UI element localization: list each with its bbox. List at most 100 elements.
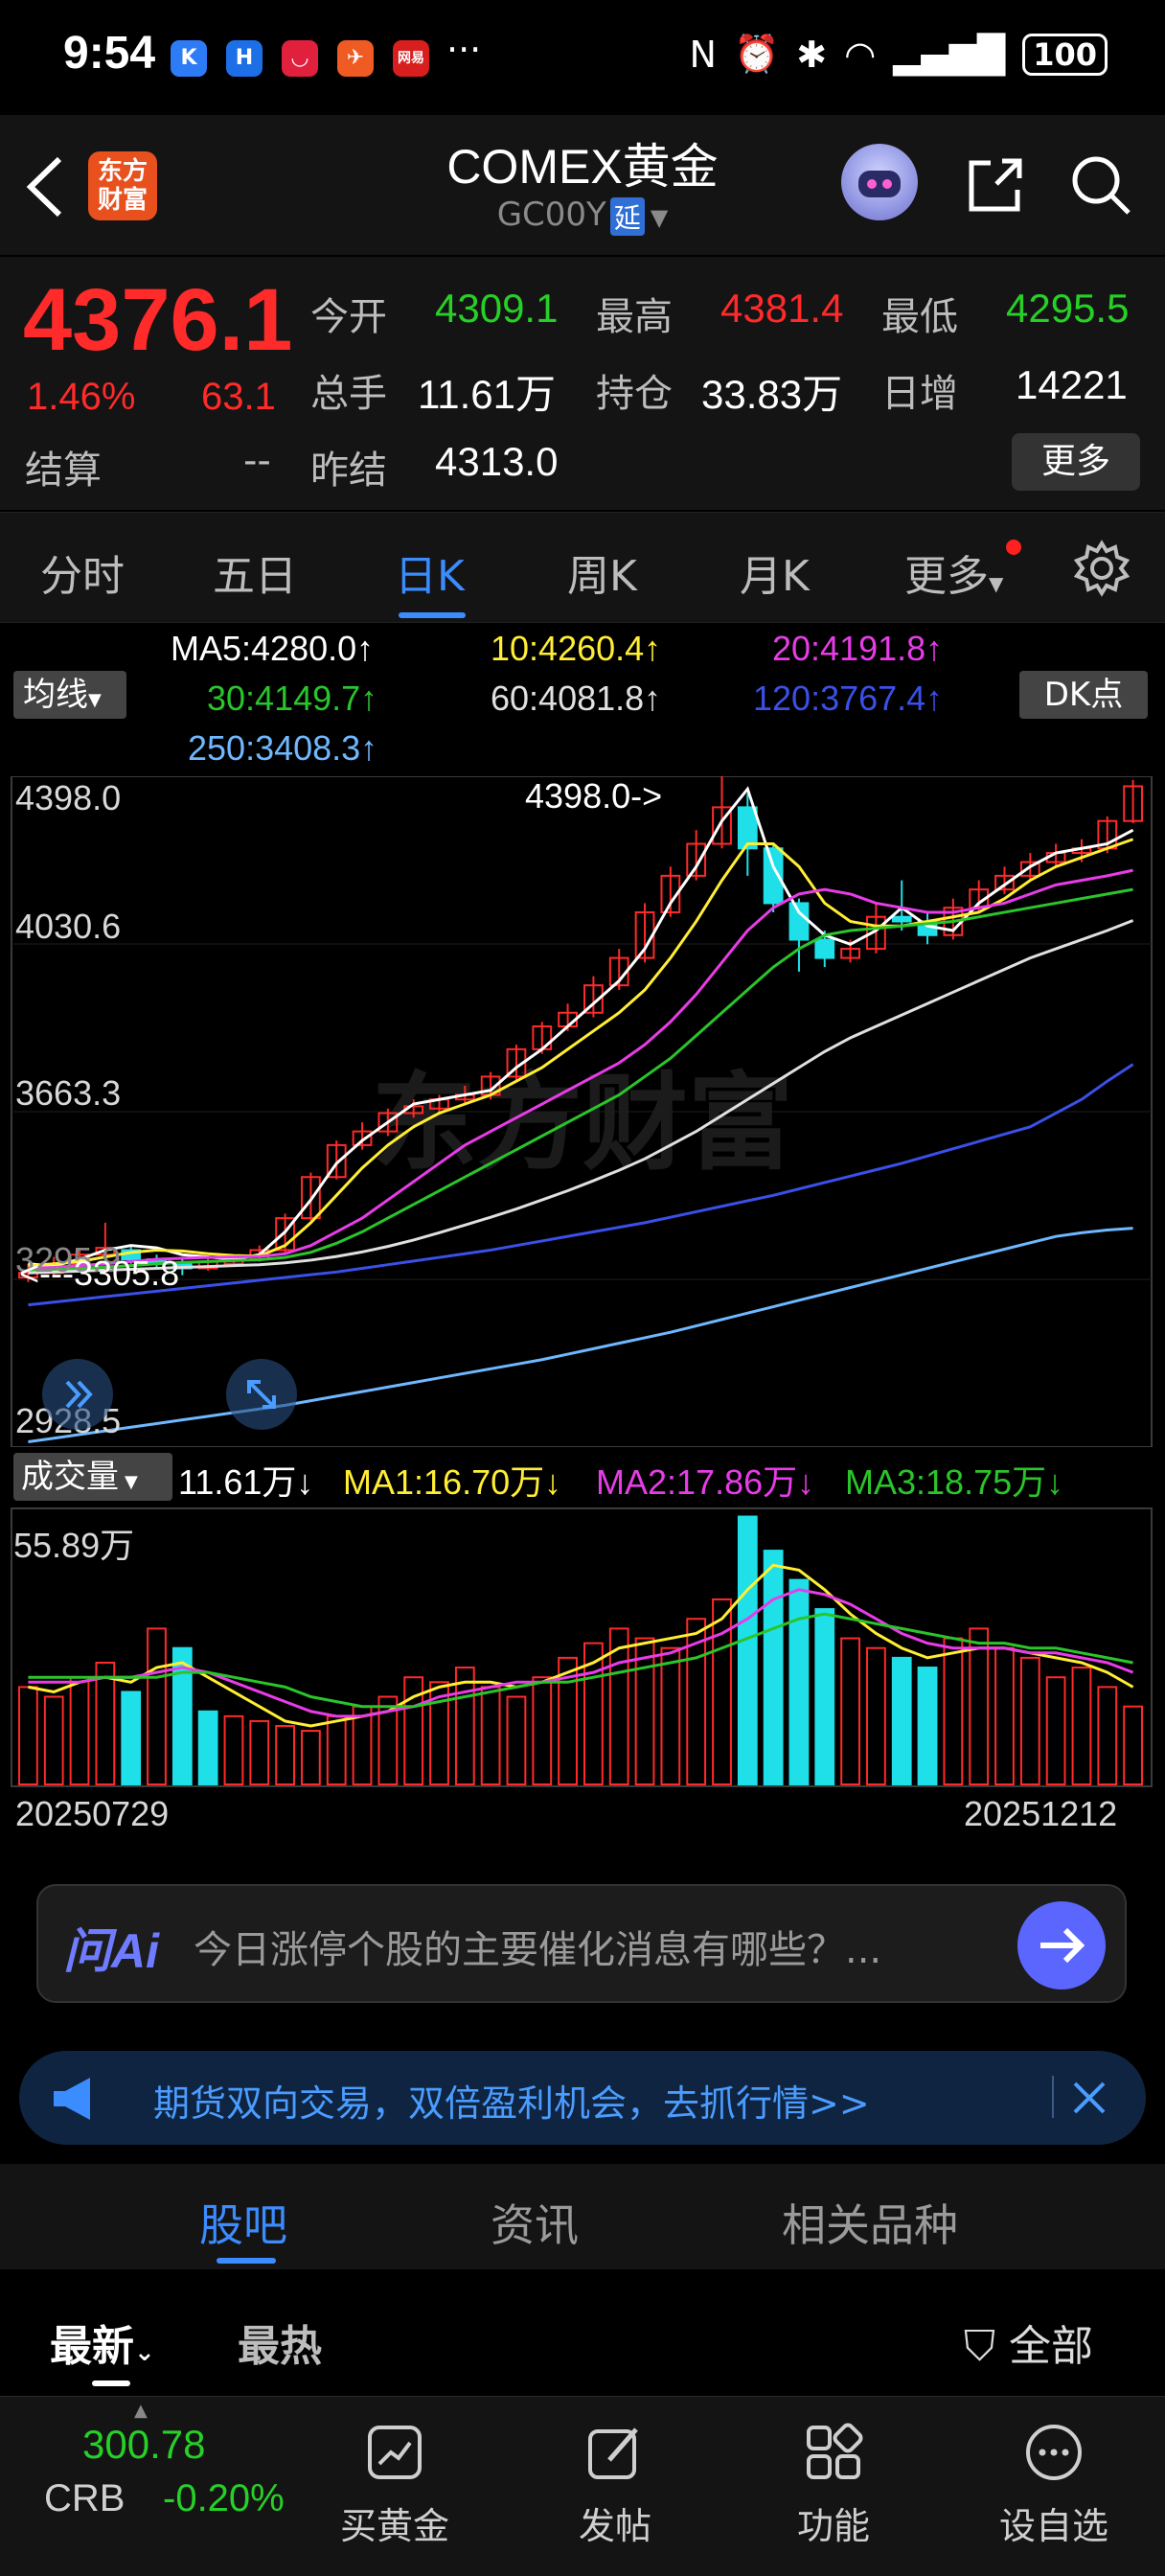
volume-ma1-line [28, 1563, 1134, 1728]
last-price: 4376.1 [23, 271, 293, 369]
candle-body [1019, 861, 1040, 877]
kline-chart[interactable]: 东方财富 [0, 776, 1165, 1447]
status-more: ··· [446, 29, 482, 71]
tab-forum[interactable]: 股吧 [199, 2199, 287, 2251]
share-icon[interactable] [962, 151, 1029, 218]
more-circle-icon [1026, 2425, 1082, 2480]
promo-text[interactable]: 期货双向交易，双倍盈利机会，去抓行情>> [153, 2082, 870, 2125]
volume-bar [532, 1676, 553, 1785]
candle-body [583, 984, 604, 1014]
volume-bar [866, 1646, 886, 1785]
volume-bar [171, 1646, 193, 1785]
y-tick-3: 3663.3 [15, 1073, 122, 1113]
candle-body [866, 915, 886, 951]
filter-all[interactable]: ⛉ 全部 [964, 2312, 1093, 2373]
candle-body [275, 1217, 295, 1252]
nav-buy-gold[interactable]: 买黄金 [308, 2422, 481, 2549]
contract-code-row[interactable]: GC00Y 延 ▼ [0, 196, 1165, 236]
sort-underline [92, 2380, 130, 2386]
volume-bar [1071, 1667, 1092, 1785]
chevron-down-icon: ▼ [989, 572, 1004, 595]
ticker-price[interactable]: 300.78 [82, 2422, 206, 2467]
volume-indicator-dropdown[interactable]: 成交量 ▼ [13, 1453, 172, 1501]
volume-dropdown-label: 成交量 [21, 1458, 119, 1496]
chevron-down-icon: ▼ [88, 690, 102, 710]
volume-bar [814, 1608, 835, 1785]
volume-current: 11.61万↓ [178, 1462, 314, 1502]
tab-more[interactable]: 更多▼ [904, 541, 1003, 603]
candle-body [686, 842, 707, 877]
change-percent: 1.46% [27, 376, 136, 418]
fullscreen-button[interactable] [226, 1359, 297, 1430]
candle-body [301, 1176, 321, 1220]
chart-area: MA5:4280.0↑ 10:4260.4↑ 20:4191.8↑ 30:414… [0, 625, 1165, 1850]
nav-functions[interactable]: 功能 [747, 2422, 920, 2549]
sort-hot[interactable]: 最热 [238, 2322, 322, 2371]
sort-bar: 最新⌄ 最热 ⛉ 全部 [0, 2271, 1165, 2394]
sort-newest[interactable]: 最新⌄ [50, 2312, 155, 2373]
low-label: 最低 [881, 295, 958, 339]
volume-bar [1019, 1656, 1040, 1785]
forum-tabs: 股吧 资讯 相关品种 [0, 2164, 1165, 2269]
ticker-name[interactable]: CRB [44, 2477, 126, 2519]
filter-icon: ⛉ [964, 2322, 995, 2371]
min-marker: <---3305.8 [19, 1254, 180, 1293]
filter-all-label: 全部 [1009, 2322, 1093, 2371]
status-indicators: N ⏰ ✱ ◠ ▂▄▆█ 100 [690, 33, 1108, 76]
ma10-legend: 10:4260.4↑ [491, 629, 662, 668]
ma-line-6 [28, 1227, 1133, 1444]
settle-label: 结算 [25, 448, 102, 493]
nfc-icon: N [689, 33, 717, 76]
ma-line-4 [28, 919, 1134, 1275]
more-quote-button[interactable]: 更多 [1012, 433, 1140, 491]
volume-frame [11, 1507, 1153, 1787]
ma120-legend: 120:3767.4↑ [753, 678, 944, 718]
battery-icon: 100 [1022, 33, 1108, 76]
app-netease-icon: 网易 [393, 40, 429, 77]
ai-prompt-text[interactable]: 今日涨停个股的主要催化消息有哪些？... [194, 1928, 882, 1972]
dk-point-button[interactable]: DK点 [1019, 671, 1148, 719]
volume-bar [454, 1667, 475, 1785]
volume-bar [43, 1695, 64, 1785]
volume-bar [634, 1637, 655, 1785]
volume-bar [69, 1676, 90, 1785]
chevron-down-icon: ▼ [125, 1472, 138, 1492]
chevron-down-icon: ⌄ [134, 2338, 155, 2367]
volume-bar [583, 1642, 604, 1785]
promo-banner[interactable]: 期货双向交易，双倍盈利机会，去抓行情>> [19, 2051, 1146, 2145]
volume-ma2-line [28, 1588, 1134, 1718]
ma-line-0 [28, 786, 1134, 1268]
tab-five-day[interactable]: 五日 [213, 552, 297, 601]
nav-post[interactable]: 发帖 [529, 2422, 701, 2549]
arrow-right-icon [1040, 1927, 1085, 1964]
robot-assistant-icon[interactable] [841, 144, 918, 220]
tab-daily-k[interactable]: 日K [395, 552, 465, 601]
volume-bar [840, 1637, 860, 1785]
double-chevron-right-icon [65, 1380, 93, 1409]
volume-ma3-line [28, 1612, 1133, 1709]
ma-dropdown[interactable]: 均线▼ [13, 671, 126, 719]
search-icon[interactable] [1067, 151, 1134, 218]
tab-weekly-k[interactable]: 周K [567, 552, 637, 601]
back-button[interactable] [21, 153, 69, 220]
volume-chart[interactable] [0, 1506, 1165, 1794]
ai-send-button[interactable] [1017, 1901, 1106, 1990]
volume-bar [18, 1686, 38, 1785]
ticker-change[interactable]: -0.20% [163, 2477, 285, 2519]
tab-intraday[interactable]: 分时 [40, 552, 125, 601]
nav-buy-gold-label: 买黄金 [339, 2505, 449, 2547]
tab-related[interactable]: 相关品种 [782, 2199, 958, 2251]
tab-news[interactable]: 资讯 [491, 2199, 579, 2251]
volume-bar [95, 1661, 116, 1785]
expand-chart-button[interactable] [42, 1359, 113, 1430]
ma30-legend: 30:4149.7↑ [207, 678, 378, 718]
tab-monthly-k[interactable]: 月K [740, 552, 810, 601]
nav-add-watchlist[interactable]: 设自选 [968, 2422, 1140, 2549]
wifi-icon: ◠ [844, 33, 877, 76]
signal-icon: ▂▄▆█ [893, 33, 1006, 76]
close-icon[interactable] [1063, 2072, 1115, 2124]
ai-question-bar[interactable]: 问Ai 今日涨停个股的主要催化消息有哪些？... [36, 1884, 1127, 2003]
gear-icon[interactable] [1073, 540, 1131, 597]
x-end-date: 20251212 [964, 1794, 1118, 1833]
daily-increase-label: 日增 [881, 372, 958, 416]
